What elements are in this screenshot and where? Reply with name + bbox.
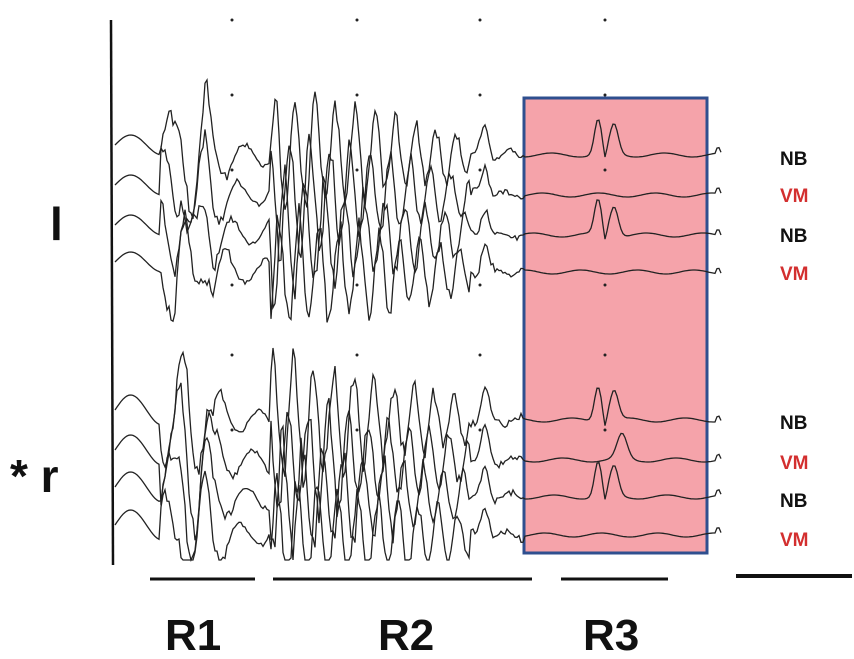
grid-dot [355,353,359,357]
traces-group [114,77,722,563]
grid-dot [478,353,482,357]
grid-dot [230,428,234,432]
grid-dot [355,428,359,432]
region-label-r1: R1 [165,611,221,659]
grid-dot [355,18,359,22]
grid-dot [603,18,607,22]
grid-dot [230,353,234,357]
grid-dots [230,18,607,432]
trace-label-4: VM [780,264,809,285]
trace-label-7: NB [780,491,807,512]
grid-dot [603,428,607,432]
grid-dot [355,93,359,97]
trace-line-8 [114,470,722,561]
grid-dot [230,168,234,172]
grid-dot [230,18,234,22]
trace-line-5 [114,347,722,488]
trace-label-8: VM [780,530,809,551]
grid-dot [603,353,607,357]
trace-label-3: NB [780,226,807,247]
trace-line-3 [114,164,722,310]
grid-dot [230,93,234,97]
trace-label-5: NB [780,413,807,434]
grid-dot [478,428,482,432]
trace-line-6 [114,382,722,541]
grid-dot [478,18,482,22]
grid-dot [355,168,359,172]
trace-label-6: VM [780,453,809,474]
grid-dot [478,283,482,287]
side-label-left: l [50,198,63,250]
trace-label-1: NB [780,149,807,170]
grid-dot [355,283,359,287]
trace-label-2: VM [780,186,809,207]
grid-dot [230,283,234,287]
region-label-r2: R2 [378,611,434,659]
grid-dot [478,93,482,97]
trace-line-7 [114,424,722,563]
grid-dot [603,168,607,172]
side-label-right: * r [10,450,59,502]
trace-line-2 [114,129,722,262]
left-axis-line [109,19,115,566]
trace-line-4 [114,203,722,323]
grid-dot [478,168,482,172]
grid-dot [603,93,607,97]
grid-dot [603,283,607,287]
r3-highlight-box [522,96,709,555]
trace-line-1 [114,77,722,220]
region-label-r3: R3 [583,611,639,659]
